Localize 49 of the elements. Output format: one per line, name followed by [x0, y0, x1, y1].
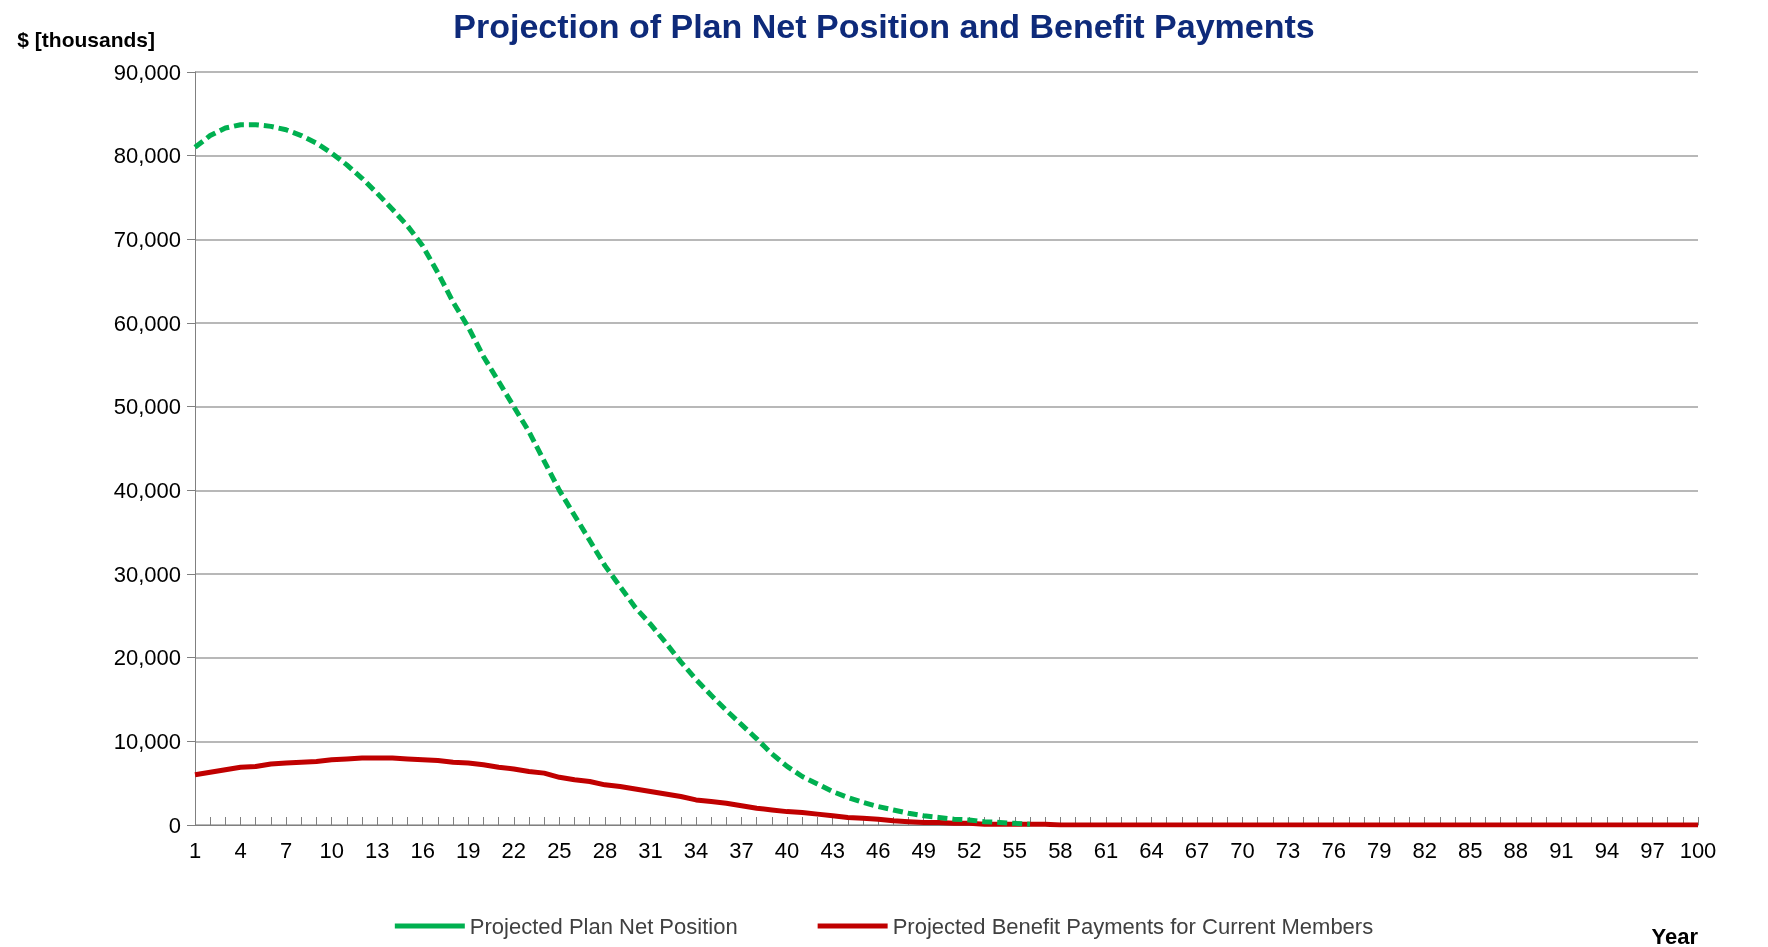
x-tick-label: 46: [865, 837, 891, 863]
x-tick-label: 28: [592, 837, 618, 863]
chart-title: Projection of Plan Net Position and Benefit Payments: [453, 7, 1315, 45]
x-tick-label: 25: [547, 837, 572, 863]
x-axis-title: Year: [1651, 923, 1699, 947]
y-tick-label: 30,000: [113, 561, 181, 587]
x-tick-label: 40: [774, 837, 800, 863]
y-axis-title: $ [thousands]: [17, 28, 155, 51]
x-tick-label: 1: [188, 837, 202, 863]
x-tick-label: 58: [1048, 837, 1073, 863]
x-tick-label: 85: [1458, 837, 1483, 863]
x-tick-label: 76: [1321, 837, 1346, 863]
legend-label: Projected Plan Net Position: [469, 913, 738, 939]
x-tick-label: 79: [1366, 837, 1392, 863]
y-tick-label: 80,000: [113, 143, 181, 169]
x-tick-label: 10: [319, 837, 344, 863]
x-tick-label: 49: [911, 837, 936, 863]
y-tick-label: 50,000: [113, 394, 181, 420]
x-tick-label: 13: [364, 837, 390, 863]
y-tick-label: 10,000: [113, 728, 181, 754]
x-tick-label: 37: [729, 837, 754, 863]
x-tick-label: 55: [1002, 837, 1028, 863]
x-tick-label: 67: [1184, 837, 1210, 863]
x-tick-label: 43: [820, 837, 845, 863]
x-tick-label: 16: [410, 837, 435, 863]
y-tick-label: 60,000: [113, 310, 181, 336]
x-tick-label: 4: [234, 837, 247, 863]
x-tick-label: 52: [957, 837, 982, 863]
x-tick-label: 70: [1230, 837, 1255, 863]
y-tick-label: 90,000: [113, 59, 181, 85]
x-tick-label: 22: [501, 837, 527, 863]
y-tick-label: 0: [168, 812, 181, 838]
y-tick-label: 20,000: [113, 645, 181, 671]
x-tick-label: 34: [683, 837, 709, 863]
x-tick-label: 64: [1139, 837, 1164, 863]
y-tick-label: 70,000: [113, 226, 181, 252]
legend-label: Projected Benefit Payments for Current Members: [892, 913, 1374, 939]
x-tick-label: 19: [456, 837, 481, 863]
x-tick-label: 94: [1594, 837, 1620, 863]
x-tick-label: 82: [1412, 837, 1437, 863]
x-tick-label: 100: [1679, 837, 1717, 863]
x-tick-label: 97: [1640, 837, 1665, 863]
x-tick-label: 88: [1503, 837, 1529, 863]
x-tick-label: 61: [1093, 837, 1119, 863]
x-tick-label: 31: [638, 837, 663, 863]
x-tick-label: 7: [279, 837, 293, 863]
x-tick-label: 73: [1275, 837, 1301, 863]
x-tick-label: 91: [1549, 837, 1574, 863]
y-tick-label: 40,000: [113, 477, 181, 503]
